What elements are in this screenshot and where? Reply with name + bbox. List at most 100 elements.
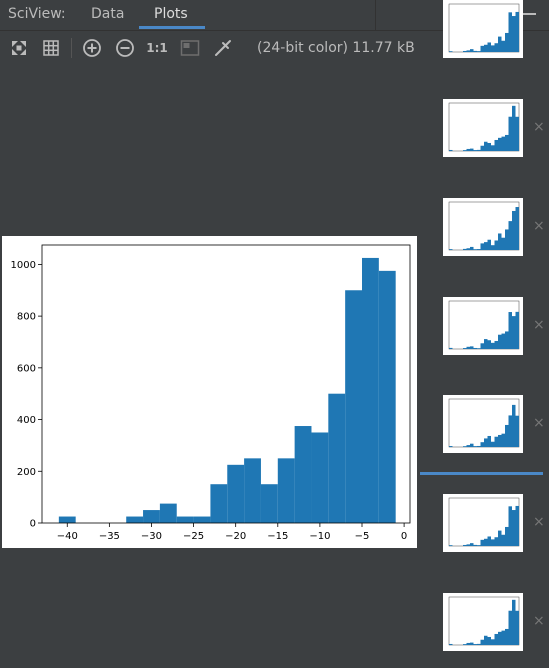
grid-icon[interactable] xyxy=(40,31,62,65)
y-tick-label: 1000 xyxy=(11,260,36,271)
thumbnail-bar xyxy=(480,243,484,250)
close-icon[interactable]: × xyxy=(533,317,545,333)
thumbnail-bar xyxy=(484,635,488,645)
thumbnail-bar xyxy=(498,334,502,349)
thumbnail-chart xyxy=(448,201,520,251)
thumbnail-bar xyxy=(512,16,516,53)
histogram-bar xyxy=(193,516,211,523)
image-info-label: (24-bit color) 11.77 kB xyxy=(257,40,415,56)
close-icon[interactable]: × xyxy=(533,514,545,530)
zoom-in-icon[interactable] xyxy=(81,31,103,65)
actual-size-icon[interactable]: 1:1 xyxy=(146,41,168,55)
axes-frame xyxy=(41,244,411,524)
plot-thumbnail[interactable] xyxy=(443,395,523,453)
thumbnail-bar xyxy=(480,639,484,645)
thumbnail-bar xyxy=(498,530,502,546)
x-tick-label: −5 xyxy=(355,531,370,542)
close-icon[interactable]: × xyxy=(533,613,545,629)
thumbnail-bar xyxy=(498,36,502,52)
x-tick-label: −20 xyxy=(225,531,246,542)
thumbnail-bar xyxy=(491,441,495,447)
thumbnail-bar xyxy=(473,544,477,546)
thumbnail-bar xyxy=(484,141,488,151)
selected-thumbnail-indicator xyxy=(420,472,543,475)
histogram-bar xyxy=(210,484,228,523)
minimize-icon[interactable] xyxy=(520,13,536,15)
close-icon[interactable]: × xyxy=(533,415,545,431)
thumbnail-bar xyxy=(505,134,509,151)
background-icon[interactable] xyxy=(179,31,201,65)
y-tick-label: 200 xyxy=(17,467,36,478)
thumbnail-bar xyxy=(484,538,488,546)
tab-plots[interactable]: Plots xyxy=(154,6,188,22)
thumbnail-bar xyxy=(463,644,467,645)
thumbnail-bar xyxy=(501,630,505,645)
thumbnail-chart xyxy=(448,300,520,350)
thumbnail-bar xyxy=(501,333,505,349)
thumbnail-bar xyxy=(463,446,467,447)
thumbnail-bar xyxy=(505,628,509,645)
thumbnail-bar xyxy=(501,237,505,250)
thumbnail-bar xyxy=(508,312,512,349)
thumbnail-bar xyxy=(487,636,491,645)
x-tick-label: −30 xyxy=(141,531,162,542)
tab-data[interactable]: Data xyxy=(91,6,125,22)
thumbnail-bar xyxy=(463,348,467,349)
thumbnail-bar xyxy=(505,331,509,349)
thumbnail-bar xyxy=(494,340,498,349)
zoom-out-icon[interactable] xyxy=(114,31,136,65)
fit-icon[interactable] xyxy=(8,31,30,65)
thumbnail-bar xyxy=(494,633,498,645)
color-picker-icon[interactable] xyxy=(212,31,234,65)
plot-thumbnail[interactable] xyxy=(443,593,523,651)
close-icon[interactable]: × xyxy=(533,218,545,234)
y-tick-label: 400 xyxy=(17,415,36,426)
thumbnail-bar xyxy=(505,32,509,52)
thumbnail-bar xyxy=(498,631,502,645)
thumbnail-bar xyxy=(470,642,474,645)
histogram-bar xyxy=(311,432,329,523)
thumbnail-bar xyxy=(508,116,512,151)
plot-thumbnail[interactable] xyxy=(443,198,523,256)
thumbnail-bar xyxy=(508,221,512,250)
histogram-bar xyxy=(143,510,160,523)
thumbnail-bar xyxy=(512,210,516,250)
thumbnail-bar xyxy=(491,639,495,645)
close-icon[interactable]: × xyxy=(533,119,545,135)
thumbnail-bar xyxy=(512,105,516,151)
thumbnail-bar xyxy=(501,136,505,151)
plot-thumbnail[interactable] xyxy=(443,494,523,552)
thumbnail-bar xyxy=(508,610,512,645)
thumbnail-chart xyxy=(448,497,520,547)
thumbnail-bar xyxy=(515,505,519,546)
thumbnail-bar xyxy=(484,242,488,250)
thumbnail-bar xyxy=(491,245,495,250)
histogram-bar xyxy=(126,516,144,523)
thumbnail-bar xyxy=(477,51,481,52)
plot-thumbnail[interactable] xyxy=(443,0,523,58)
thumbnail-chart xyxy=(448,596,520,646)
x-tick-label: −40 xyxy=(57,531,78,542)
histogram-bar xyxy=(260,484,278,523)
thumbnail-bar xyxy=(470,443,474,447)
thumbnail-bar xyxy=(512,316,516,349)
thumbnail-bar xyxy=(470,246,474,250)
thumbnail-bar xyxy=(466,445,470,447)
thumbnail-bar xyxy=(449,545,453,546)
plot-thumbnail[interactable] xyxy=(443,99,523,157)
thumbnail-bar xyxy=(477,249,481,250)
plot-thumbnail[interactable] xyxy=(443,297,523,355)
thumbnail-bar xyxy=(498,434,502,447)
thumbnail-bar xyxy=(449,446,453,447)
thumbnail-strip[interactable]: × × × × × × xyxy=(420,0,549,668)
y-tick-label: 800 xyxy=(17,312,36,323)
thumbnail-bar xyxy=(508,12,512,52)
thumbnail-bar xyxy=(470,543,474,546)
thumbnail-bar xyxy=(494,43,498,52)
thumbnail-bar xyxy=(477,149,481,151)
thumbnail-bar xyxy=(473,644,477,645)
thumbnail-bar xyxy=(484,44,488,52)
thumbnail-bar xyxy=(463,50,467,52)
thumbnail-bar xyxy=(466,148,470,151)
header-divider xyxy=(375,0,376,30)
